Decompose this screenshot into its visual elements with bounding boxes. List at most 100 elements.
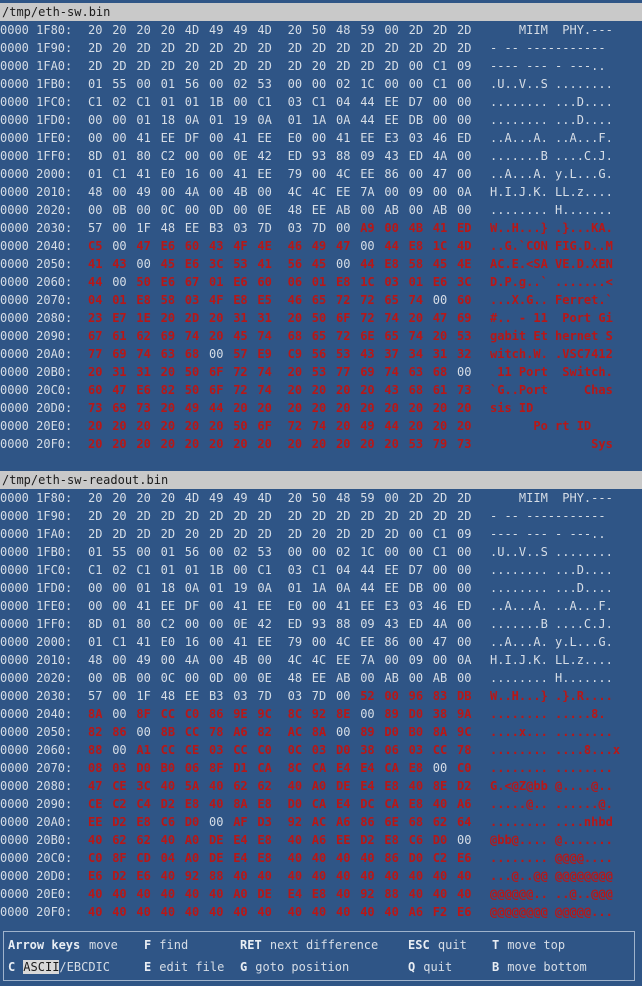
hex-row[interactable]: 0000 20E0: 20 20 20 20 20 20 50 6F 72 74 20 49 44 20 20… — [0, 417, 642, 435]
hex-row[interactable]: 0000 2060: 88 00 A1 CC CE 03 CC C0 0C 03 D0 38 06 03 CC… — [0, 741, 642, 759]
hex-byte[interactable]: 20 — [184, 419, 200, 433]
hex-byte[interactable]: 2D — [136, 59, 151, 73]
hex-byte[interactable]: 79 — [432, 437, 448, 451]
hex-byte[interactable]: 08 — [88, 761, 103, 775]
hex-byte[interactable]: 20 — [287, 365, 303, 379]
hex-byte[interactable]: 73 — [136, 401, 151, 415]
hex-byte[interactable]: 00 — [457, 95, 472, 109]
hex-byte[interactable]: 1F — [136, 221, 151, 235]
hex-byte[interactable]: 48 — [287, 203, 303, 217]
hex-byte[interactable]: 20 — [112, 41, 127, 55]
hex-byte[interactable]: 38 — [432, 707, 448, 721]
hex-row[interactable]: 0000 1FB0: 01 55 00 01 56 00 02 53 00 00 02 1C 00 00 C1… — [0, 543, 642, 561]
hex-byte[interactable]: 00 — [336, 689, 351, 703]
hex-byte[interactable]: 31 — [136, 365, 151, 379]
hex-byte[interactable]: 20 — [360, 401, 375, 415]
hex-byte[interactable]: C1 — [88, 95, 103, 109]
hex-byte[interactable]: 0B — [112, 203, 127, 217]
hex-byte[interactable]: 01 — [88, 635, 103, 649]
hex-byte[interactable]: 00 — [457, 365, 472, 379]
hex-byte[interactable]: 00 — [311, 77, 327, 91]
hex-byte[interactable]: 7D — [257, 221, 272, 235]
hex-byte[interactable]: 09 — [408, 653, 424, 667]
hex-byte[interactable]: 00 — [88, 581, 103, 595]
hex-byte[interactable]: 06 — [287, 275, 303, 289]
hex-byte[interactable]: E4 — [360, 761, 375, 775]
hex-byte[interactable]: A6 — [233, 725, 248, 739]
hex-byte[interactable]: 53 — [311, 365, 327, 379]
hex-byte[interactable]: 20 — [457, 419, 472, 433]
hex-byte[interactable]: 74 — [384, 311, 399, 325]
hex-byte[interactable]: 40 — [257, 869, 272, 883]
hex-byte[interactable]: 1F — [136, 689, 151, 703]
hex-byte[interactable]: 23 — [88, 311, 103, 325]
hex-byte[interactable]: E8 — [257, 851, 272, 865]
hex-byte[interactable]: 00 — [432, 95, 448, 109]
hex-byte[interactable]: 2D — [311, 41, 327, 55]
hex-byte[interactable]: 40 — [408, 887, 424, 901]
hex-byte[interactable]: 20 — [112, 437, 127, 451]
hex-byte[interactable]: 00 — [360, 671, 375, 685]
hex-byte[interactable]: 00 — [257, 653, 272, 667]
hex-byte[interactable]: 00 — [112, 221, 127, 235]
hex-byte[interactable]: 01 — [311, 275, 327, 289]
hex-byte[interactable]: 31 — [112, 365, 127, 379]
hex-byte[interactable]: 32 — [457, 347, 472, 361]
hex-byte[interactable]: 00 — [432, 563, 448, 577]
hex-byte[interactable]: 2D — [432, 509, 448, 523]
hex-byte[interactable]: 01 — [287, 581, 303, 595]
hex-byte[interactable]: 01 — [112, 293, 127, 307]
hex-byte[interactable]: 0A — [457, 185, 472, 199]
hex-byte[interactable]: ED — [287, 617, 303, 631]
hex-byte[interactable]: 2D — [360, 59, 375, 73]
hex-byte[interactable]: 20 — [160, 365, 176, 379]
file2-hex-pane[interactable]: 0000 1F80: 20 20 20 20 4D 49 49 4D 20 50 48 59 00 2D 2D… — [0, 489, 642, 921]
hex-byte[interactable]: 1C — [360, 77, 375, 91]
hex-byte[interactable]: C5 — [88, 239, 103, 253]
hex-byte[interactable]: 68 — [184, 347, 200, 361]
hex-byte[interactable]: 78 — [457, 743, 472, 757]
hex-byte[interactable]: 4F — [209, 293, 224, 307]
hex-byte[interactable]: 20 — [287, 383, 303, 397]
hex-byte[interactable]: D2 — [112, 869, 127, 883]
hex-byte[interactable]: C1 — [136, 95, 151, 109]
hex-byte[interactable]: 88 — [336, 149, 351, 163]
hex-byte[interactable]: 00 — [384, 491, 399, 505]
hex-byte[interactable]: 2D — [408, 41, 424, 55]
hex-byte[interactable]: 40 — [136, 905, 151, 919]
hex-byte[interactable]: 72 — [360, 311, 375, 325]
hex-byte[interactable]: ED — [408, 617, 424, 631]
hex-byte[interactable]: 56 — [184, 77, 200, 91]
hex-byte[interactable]: 74 — [384, 365, 399, 379]
hex-byte[interactable]: AB — [384, 203, 399, 217]
hex-byte[interactable]: 56 — [311, 347, 327, 361]
hex-byte[interactable]: 73 — [457, 437, 472, 451]
hex-byte[interactable]: 40 — [287, 869, 303, 883]
hex-byte[interactable]: E7 — [112, 311, 127, 325]
hex-row[interactable]: 0000 20D0: 73 69 73 20 49 44 20 20 20 20 20 20 20 20 20… — [0, 399, 642, 417]
hex-byte[interactable]: 00 — [457, 149, 472, 163]
hex-byte[interactable]: 00 — [457, 113, 472, 127]
hex-byte[interactable]: 44 — [360, 257, 375, 271]
hex-byte[interactable]: 2D — [88, 509, 103, 523]
hex-byte[interactable]: AB — [336, 671, 351, 685]
hex-byte[interactable]: 65 — [311, 293, 327, 307]
hex-byte[interactable]: 41 — [88, 257, 103, 271]
hex-byte[interactable]: 00 — [457, 167, 472, 181]
hex-byte[interactable]: 20 — [136, 419, 151, 433]
hex-byte[interactable]: 20 — [112, 509, 127, 523]
hex-byte[interactable]: 9A — [457, 707, 472, 721]
hex-byte[interactable]: 00 — [360, 239, 375, 253]
hex-byte[interactable]: E0 — [160, 167, 176, 181]
hex-byte[interactable]: 89 — [384, 707, 399, 721]
hex-byte[interactable]: 40 — [233, 869, 248, 883]
hex-byte[interactable]: 00 — [209, 599, 224, 613]
hex-byte[interactable]: 20 — [287, 401, 303, 415]
hex-byte[interactable]: 06 — [184, 761, 200, 775]
hex-byte[interactable]: 72 — [233, 383, 248, 397]
hex-byte[interactable]: 60 — [184, 239, 200, 253]
hex-byte[interactable]: 2D — [360, 509, 375, 523]
hex-byte[interactable]: 16 — [184, 167, 200, 181]
hex-byte[interactable]: 0A — [336, 113, 351, 127]
hex-byte[interactable]: 20 — [160, 419, 176, 433]
